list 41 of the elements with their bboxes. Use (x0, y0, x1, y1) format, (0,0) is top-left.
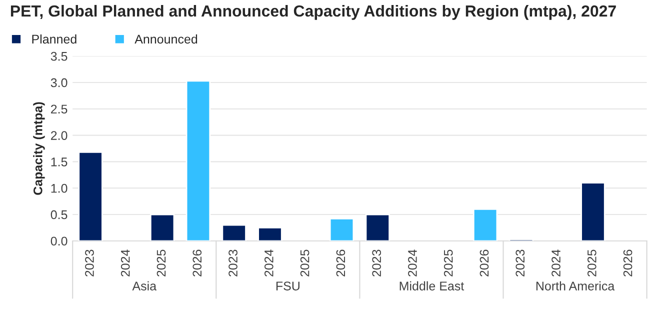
bar (150, 214, 175, 241)
x-tick-label: 2024 (408, 250, 417, 276)
text: FSU (276, 282, 300, 290)
legend-label: Announced (134, 34, 198, 44)
x-tick-label: 2026 (192, 250, 202, 276)
legend-label: Planned (32, 34, 76, 44)
x-tick-label: 2026 (623, 250, 632, 276)
y-tick-label: 3.0 (50, 78, 68, 88)
x-tick-label: 2024 (264, 250, 274, 276)
x-tick-label: 2025 (300, 250, 310, 276)
y-tick-label: 1.5 (51, 158, 68, 166)
text: North America (536, 281, 615, 290)
y-tick-label: 0.5 (50, 210, 68, 220)
x-tick-label: 2025 (587, 250, 596, 276)
x-tick-label: 2025 (444, 250, 453, 276)
x-tick-label: 2024 (552, 250, 560, 276)
x-tick-label: 2024 (120, 250, 130, 276)
y-tick-label: 1.0 (51, 184, 68, 193)
chart-title: PET, Global Planned and Announced Capacity Additions by Region (mtpa), 2027 (10, 4, 616, 20)
x-tick-label: 2023 (228, 250, 238, 276)
bar (329, 218, 354, 241)
bar (186, 80, 211, 241)
x-tick-label: 2026 (480, 250, 489, 276)
bar (78, 152, 103, 241)
bar (580, 182, 606, 241)
x-tick-label: 2023 (85, 250, 94, 276)
x-tick-label: 2023 (516, 250, 525, 276)
bar (472, 208, 498, 241)
bar (365, 214, 390, 241)
y-tick-label: 2.5 (50, 104, 68, 114)
x-tick-label: 2025 (156, 250, 166, 276)
y-tick-label: 0.0 (50, 236, 68, 246)
y-tick-label: 2.0 (50, 131, 68, 140)
y-axis-title: Capacity (mtpa) (33, 102, 45, 195)
bar (222, 224, 246, 241)
text: Asia (132, 281, 157, 290)
x-tick-label: 2026 (336, 250, 346, 276)
bar (258, 227, 282, 241)
text: Middle East (400, 281, 464, 290)
y-tick-label: 3.5 (50, 52, 68, 61)
x-tick-label: 2023 (372, 250, 381, 276)
